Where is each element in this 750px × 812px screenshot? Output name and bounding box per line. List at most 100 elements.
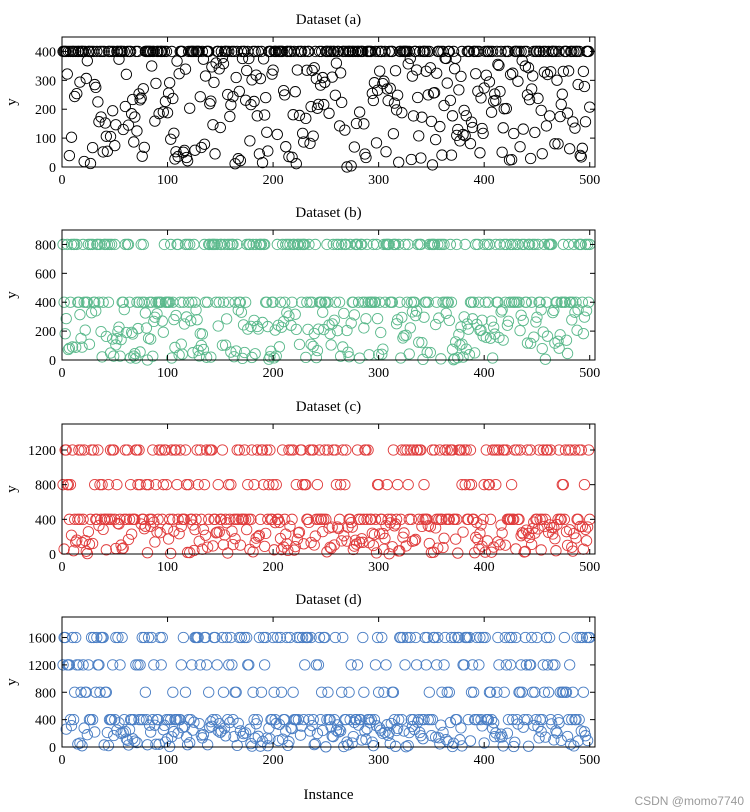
data-point [218, 238, 231, 251]
data-point [250, 718, 262, 730]
data-point [153, 738, 165, 750]
data-point [569, 444, 581, 456]
data-point [458, 659, 470, 671]
data-point [584, 101, 596, 113]
data-point [121, 444, 134, 456]
data-point [466, 659, 479, 671]
data-point [367, 740, 380, 752]
data-point [198, 138, 211, 150]
data-point [402, 740, 414, 752]
data-point [371, 479, 384, 491]
data-point [438, 238, 450, 251]
data-point [112, 325, 124, 338]
x-tick-label: 300 [368, 366, 389, 381]
data-point [158, 719, 171, 731]
data-point [200, 659, 213, 671]
data-point [334, 725, 347, 737]
data-point [493, 659, 505, 671]
y-tick-label: 400 [35, 714, 56, 729]
data-point [254, 73, 267, 85]
data-point [454, 734, 466, 746]
x-tick-label: 500 [579, 366, 600, 381]
data-point [473, 659, 485, 671]
data-point [336, 686, 348, 698]
data-point [512, 75, 524, 87]
data-point [139, 686, 152, 698]
data-point [182, 296, 195, 308]
data-point [409, 45, 422, 58]
data-point [382, 94, 394, 107]
data-point [520, 659, 533, 671]
data-point [384, 82, 396, 94]
data-point [380, 659, 392, 671]
data-point [206, 720, 218, 732]
data-point [249, 348, 261, 360]
data-point [277, 541, 290, 553]
data-point [496, 527, 508, 539]
data-point [299, 659, 311, 671]
data-point [405, 513, 417, 525]
data-point [553, 444, 565, 456]
data-point [279, 89, 291, 101]
data-point [234, 154, 247, 167]
data-point [474, 147, 486, 159]
data-point [466, 121, 479, 134]
data-point [443, 314, 455, 326]
data-point [59, 328, 71, 340]
data-point [402, 58, 414, 70]
data-point [367, 539, 380, 552]
data-point [535, 104, 547, 117]
data-point [336, 535, 348, 547]
data-point [401, 631, 413, 644]
data-point [311, 102, 324, 114]
data-point [520, 296, 533, 308]
x-tick-label: 400 [474, 173, 495, 188]
data-point [118, 45, 130, 58]
data-point [369, 45, 382, 58]
data-point [391, 89, 404, 101]
data-point [549, 533, 561, 545]
data-point [234, 539, 247, 551]
data-point [450, 52, 462, 64]
data-point [113, 717, 125, 729]
data-point [212, 479, 224, 491]
data-point [495, 45, 507, 58]
y-axis-label: y [4, 678, 20, 686]
data-point [533, 732, 545, 744]
data-point [101, 145, 114, 157]
data-point [190, 513, 202, 525]
data-point [499, 539, 511, 551]
data-point [476, 314, 488, 326]
data-point [439, 631, 451, 644]
data-point [541, 659, 554, 671]
data-point [368, 713, 381, 726]
data-point [117, 296, 129, 308]
data-point [443, 686, 455, 698]
data-point [199, 631, 212, 644]
data-point [389, 238, 402, 251]
data-point [424, 346, 436, 359]
data-point [410, 64, 423, 76]
data-point [162, 533, 175, 545]
data-point [250, 532, 262, 544]
data-point [308, 738, 320, 751]
data-point [302, 631, 314, 644]
data-point [446, 110, 459, 122]
data-point [367, 94, 380, 107]
data-point [397, 531, 409, 543]
data-point [356, 238, 368, 251]
data-point [451, 129, 463, 142]
data-point [179, 444, 192, 456]
data-point [274, 631, 287, 644]
data-point [109, 139, 121, 152]
data-point [74, 309, 86, 321]
data-point [465, 686, 478, 698]
data-point [402, 479, 414, 491]
data-point [209, 631, 221, 644]
data-point [475, 324, 487, 336]
data-point [170, 444, 182, 456]
data-point [131, 736, 143, 749]
data-point [147, 713, 159, 726]
data-point [441, 77, 453, 89]
data-point [486, 352, 499, 364]
